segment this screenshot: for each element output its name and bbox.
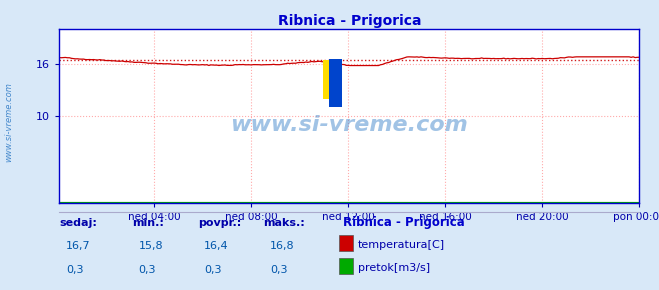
Text: temperatura[C]: temperatura[C] <box>358 240 445 250</box>
Text: Ribnica - Prigorica: Ribnica - Prigorica <box>343 216 465 229</box>
Bar <box>323 60 337 99</box>
Text: 0,3: 0,3 <box>270 264 288 275</box>
Text: www.si-vreme.com: www.si-vreme.com <box>231 115 468 135</box>
Bar <box>329 59 342 107</box>
Text: povpr.:: povpr.: <box>198 218 241 228</box>
Text: pretok[m3/s]: pretok[m3/s] <box>358 263 430 273</box>
Title: Ribnica - Prigorica: Ribnica - Prigorica <box>277 14 421 28</box>
Text: www.si-vreme.com: www.si-vreme.com <box>4 82 13 162</box>
Text: maks.:: maks.: <box>264 218 305 228</box>
Text: min.:: min.: <box>132 218 163 228</box>
Text: 0,3: 0,3 <box>204 264 222 275</box>
Text: 0,3: 0,3 <box>66 264 84 275</box>
Text: 16,7: 16,7 <box>66 241 90 251</box>
Text: 15,8: 15,8 <box>138 241 163 251</box>
Text: 16,4: 16,4 <box>204 241 229 251</box>
Text: 0,3: 0,3 <box>138 264 156 275</box>
Text: sedaj:: sedaj: <box>59 218 97 228</box>
Text: 16,8: 16,8 <box>270 241 295 251</box>
